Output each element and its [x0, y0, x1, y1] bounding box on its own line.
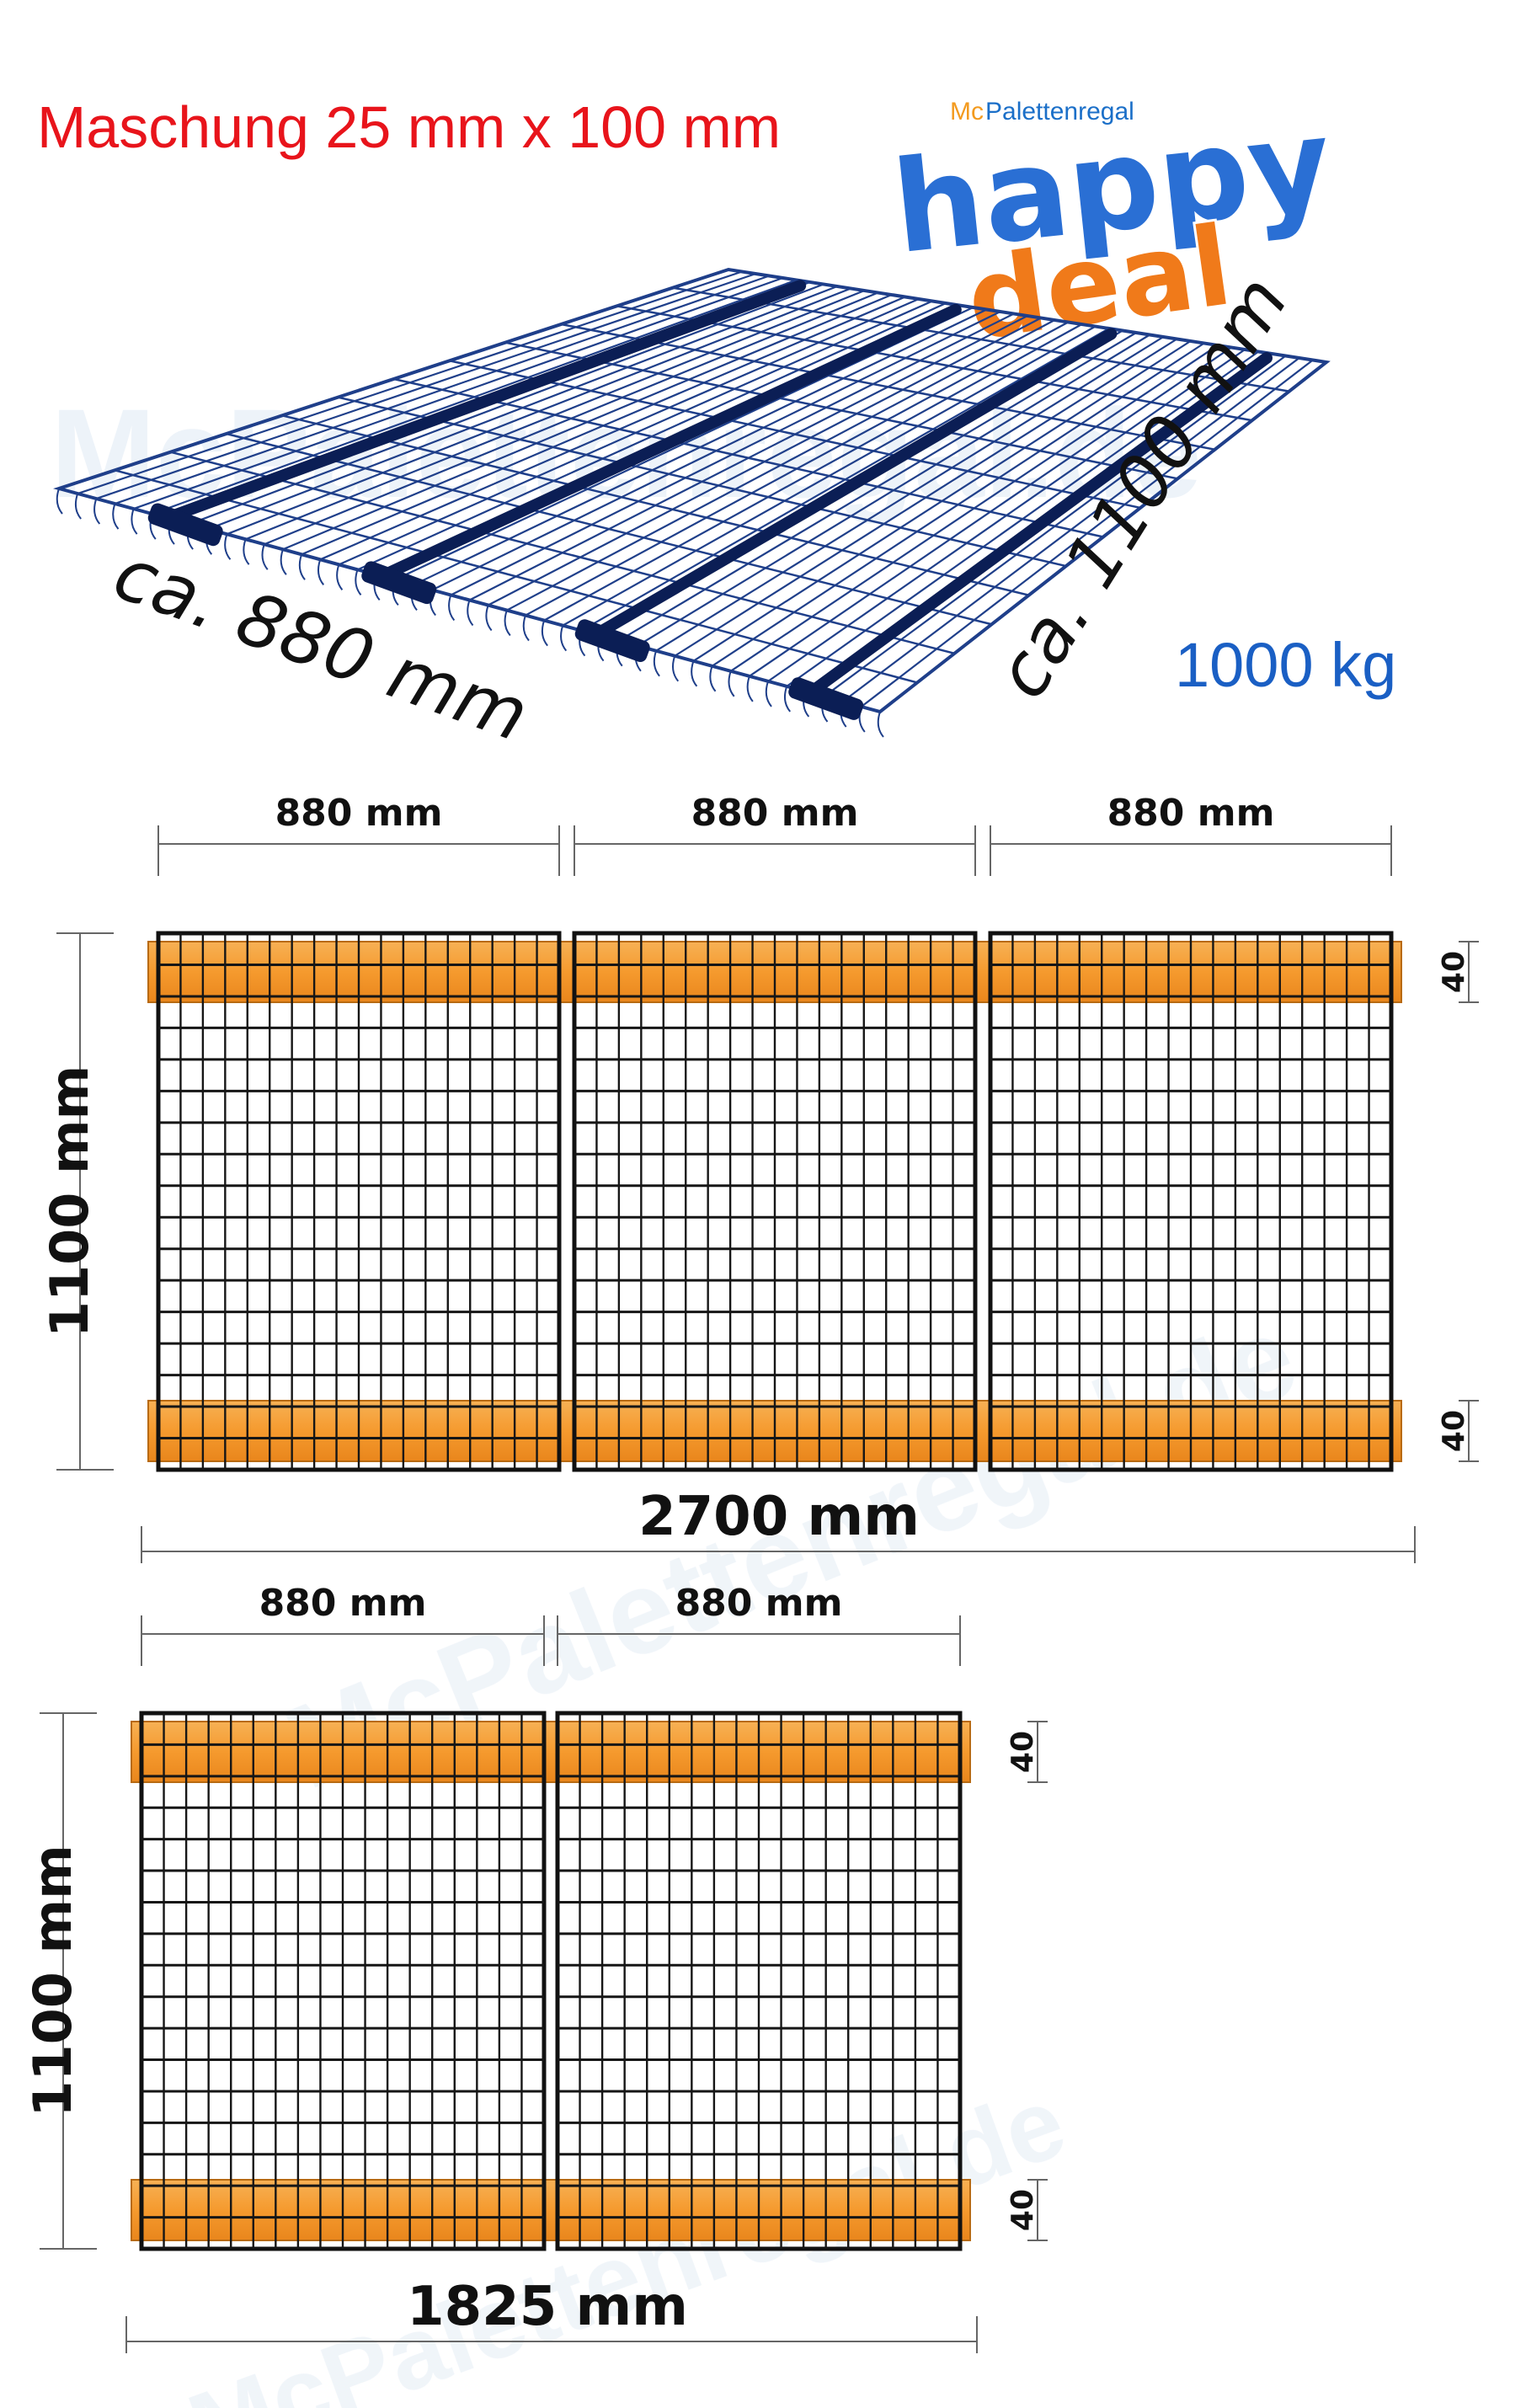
iso-channel-foot	[147, 503, 223, 547]
iso-wire-cross	[728, 268, 1327, 364]
iso-lip-wire	[56, 488, 63, 515]
iso-channel-foot	[361, 561, 437, 605]
mesh-panel	[139, 1711, 547, 2251]
panel-width-label: 880 mm	[259, 1582, 427, 1625]
iso-wire-cross	[281, 414, 1029, 596]
mesh-panel	[156, 931, 562, 1472]
iso-channel	[808, 352, 1273, 696]
beam-height-label: 40	[1006, 1731, 1040, 1773]
iso-lip-wire	[709, 665, 717, 692]
mesh-panel	[988, 931, 1394, 1472]
iso-lip-wire	[765, 681, 772, 707]
iso-lip-wire	[448, 595, 456, 622]
iso-wire-cross	[616, 305, 1252, 422]
iso-wire-cross	[393, 377, 1104, 538]
iso-mesh-panel	[53, 267, 1331, 738]
iso-channel-foot	[788, 677, 864, 720]
iso-lip-wire	[112, 503, 120, 530]
iso-lip-wire	[691, 660, 698, 687]
iso-lip-wire	[672, 655, 680, 682]
mesh-panel	[555, 1711, 963, 2251]
iso-lip-wire	[783, 686, 791, 713]
iso-wire-cross	[672, 286, 1290, 392]
iso-lip-wire	[522, 615, 530, 642]
iso-wire-cross	[226, 432, 992, 626]
front-beam	[131, 1721, 971, 1783]
iso-lip-wire	[317, 559, 325, 585]
rear-beam	[131, 2179, 971, 2241]
iso-wire-cross	[337, 396, 1067, 568]
iso-channel-foot	[574, 619, 650, 662]
iso-lip-wire	[877, 711, 884, 738]
iso-lip-wire	[336, 564, 344, 590]
logo-brand-suffix: Palettenregal	[985, 98, 1134, 125]
iso-lip-wire	[93, 498, 101, 525]
iso-support-channels	[147, 280, 1273, 720]
mesh-spec-title: Maschung 25 mm x 100 mm	[37, 94, 781, 160]
load-capacity-label: 1000 kg	[1175, 630, 1396, 700]
panel-width-label: 880 mm	[275, 792, 443, 835]
iso-wire-cross	[114, 469, 918, 684]
iso-lip-wire	[541, 620, 548, 647]
mesh-panel	[572, 931, 978, 1472]
iso-lip-wire	[746, 675, 754, 702]
iso-lip-wire	[224, 533, 232, 560]
iso-wire-cross	[449, 360, 1141, 510]
iso-lip-wire	[560, 625, 568, 652]
iso-lip-wire	[261, 543, 269, 570]
iso-lip-wire	[355, 569, 362, 596]
iso-wire-cross	[170, 451, 955, 655]
iso-lip-wire	[280, 548, 287, 575]
total-length-label: 1825 mm	[407, 2276, 688, 2338]
logo-brand-prefix: Mc	[950, 98, 984, 125]
iso-wire-cross	[504, 341, 1178, 480]
iso-lip-wire	[131, 508, 138, 535]
iso-wire-cross	[561, 323, 1215, 451]
beam-height-label: 40	[1437, 951, 1471, 993]
iso-channel	[595, 328, 1118, 638]
layout-three-panels: 880 mm 880 mm 880 mm 1100 mm 40 40 2700 mm	[39, 792, 1479, 1563]
beam-height-label: 40	[1006, 2189, 1040, 2231]
iso-lip-wire	[74, 493, 82, 520]
iso-lip-wire	[728, 670, 735, 697]
iso-lip-wire	[653, 650, 660, 677]
iso-lip-wire	[504, 610, 511, 637]
iso-channel	[382, 303, 962, 579]
panel-depth-label: 1100 mm	[39, 1065, 100, 1337]
beam-height-label: 40	[1437, 1410, 1471, 1452]
iso-channel	[168, 280, 807, 521]
panel-depth-label: 1100 mm	[22, 1845, 83, 2117]
panel-width-label: 880 mm	[675, 1582, 843, 1625]
iso-lip-wire	[243, 538, 250, 565]
iso-lip-wire	[298, 553, 306, 580]
iso-lip-wire	[485, 605, 493, 632]
panel-width-label: 880 mm	[691, 792, 859, 835]
panel-width-label: 880 mm	[1107, 792, 1275, 835]
total-length-label: 2700 mm	[638, 1486, 920, 1548]
iso-lip-wire	[467, 600, 474, 627]
layout-two-panels: 880 mm 880 mm 1100 mm 40 40 1825 mm	[22, 1582, 1048, 2353]
